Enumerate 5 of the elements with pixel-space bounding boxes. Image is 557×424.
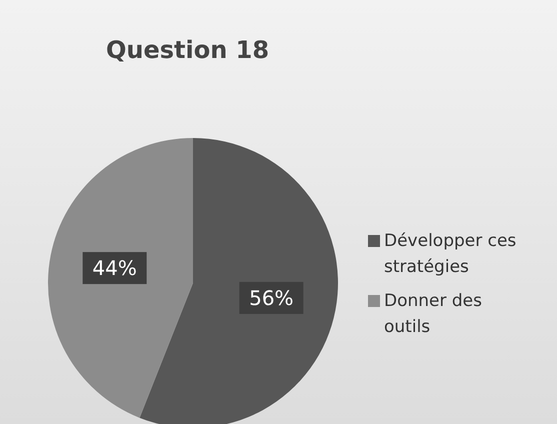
legend-label: Donner des outils: [384, 290, 483, 339]
chart-title: Question 18: [104, 36, 270, 64]
data-label: 56%: [249, 286, 294, 310]
data-label: 44%: [92, 256, 137, 280]
legend-label: Développer ces stratégies: [384, 230, 518, 279]
